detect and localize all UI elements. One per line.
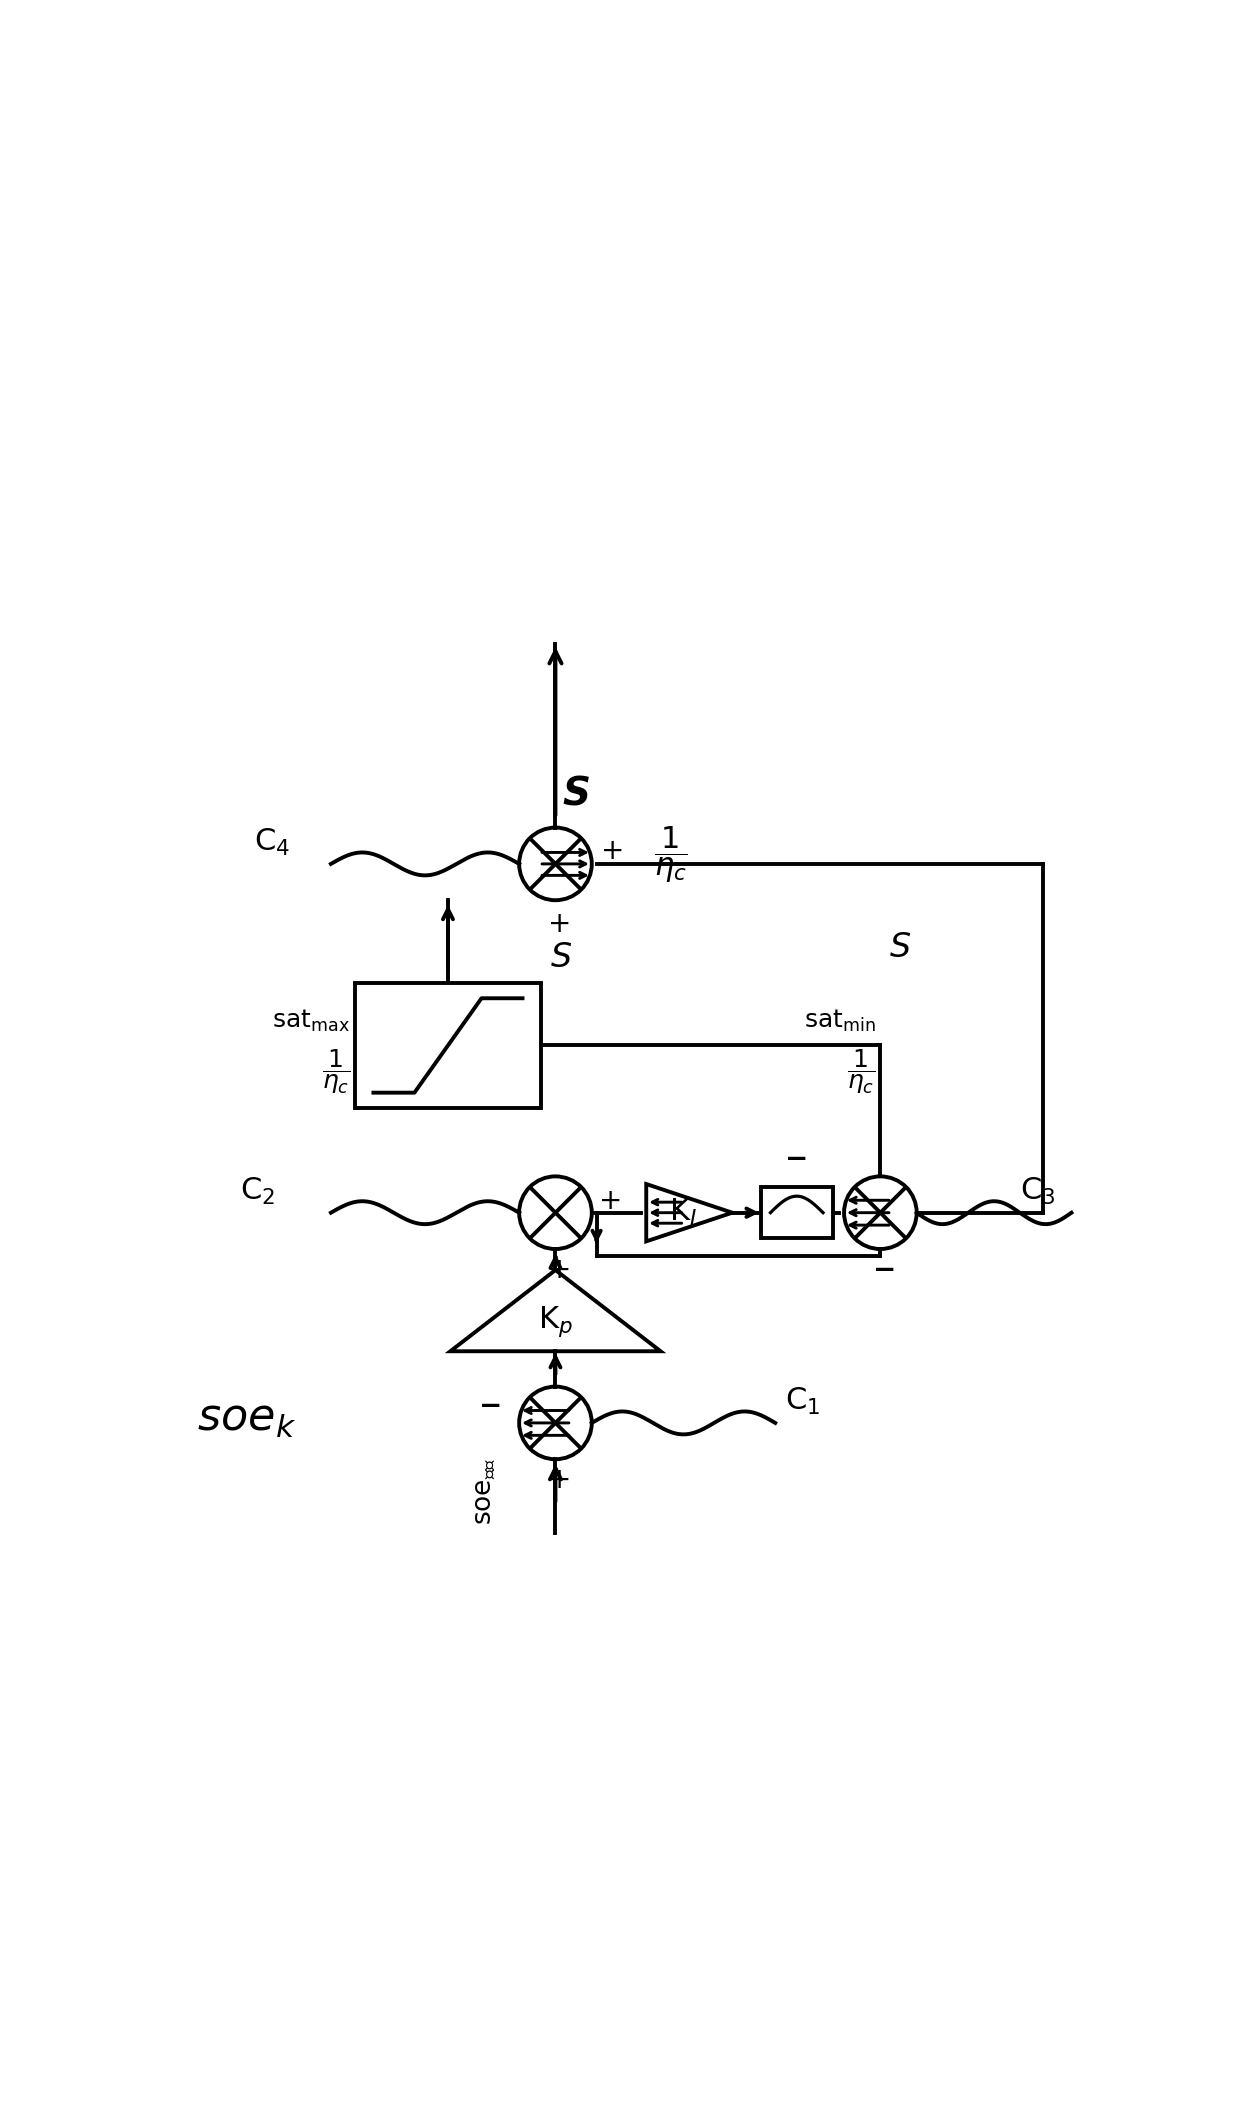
- Text: C$_1$: C$_1$: [785, 1387, 820, 1417]
- Text: $\dfrac{1}{\eta_c}$: $\dfrac{1}{\eta_c}$: [847, 1046, 875, 1095]
- Text: −: −: [785, 1144, 809, 1172]
- Text: sat$_{\rm max}$: sat$_{\rm max}$: [272, 1008, 350, 1034]
- Text: S: S: [890, 932, 911, 964]
- Text: −: −: [873, 1257, 896, 1285]
- Text: soe$_k$: soe$_k$: [197, 1397, 296, 1440]
- Text: +: +: [547, 910, 571, 938]
- Text: $\dfrac{1}{\eta_c}$: $\dfrac{1}{\eta_c}$: [653, 823, 688, 885]
- Text: sat$_{\rm min}$: sat$_{\rm min}$: [804, 1008, 875, 1034]
- Text: +: +: [547, 1257, 571, 1285]
- Text: +: +: [602, 836, 625, 864]
- Text: −: −: [478, 1391, 502, 1419]
- Text: C$_4$: C$_4$: [254, 827, 291, 859]
- Text: C$_3$: C$_3$: [1020, 1176, 1055, 1208]
- Text: soe$_{\rm 目标}$: soe$_{\rm 目标}$: [471, 1457, 497, 1525]
- Text: S: S: [562, 774, 591, 813]
- Text: S: S: [551, 940, 572, 974]
- Bar: [761, 1187, 832, 1238]
- Text: +: +: [804, 1185, 827, 1212]
- Text: +: +: [547, 1466, 571, 1495]
- Text: K$_p$: K$_p$: [538, 1304, 573, 1338]
- Text: C$_2$: C$_2$: [240, 1176, 275, 1208]
- Bar: [355, 983, 541, 1108]
- Text: $\dfrac{1}{\eta_c}$: $\dfrac{1}{\eta_c}$: [322, 1046, 350, 1095]
- Text: +: +: [599, 1187, 623, 1215]
- Text: K$_I$: K$_I$: [668, 1198, 697, 1227]
